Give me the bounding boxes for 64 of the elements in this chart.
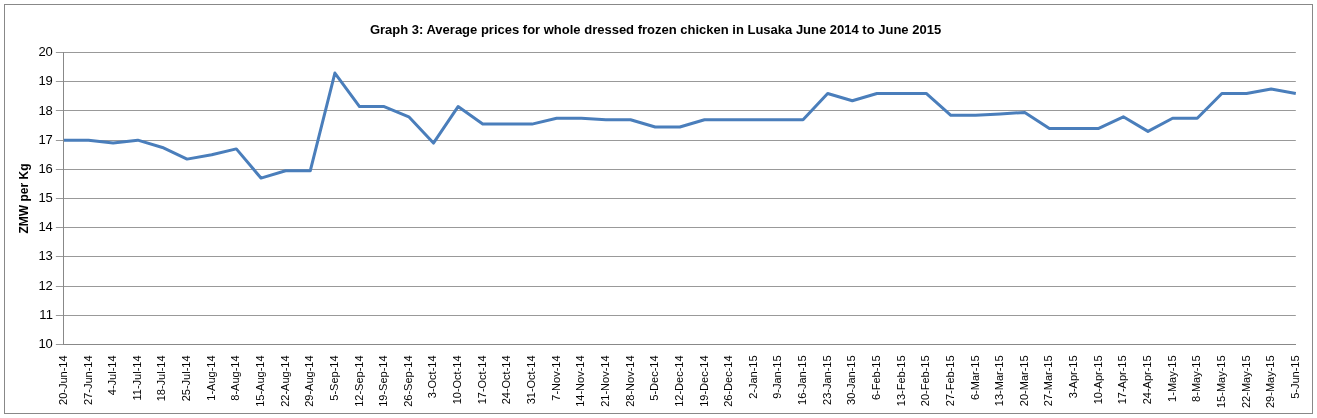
x-tick-label: 20-Feb-15: [919, 355, 932, 407]
x-tick-label: 30-Jan-15: [845, 355, 858, 405]
x-tick-label: 13-Feb-15: [894, 355, 907, 407]
x-tick-label: 26-Dec-14: [722, 355, 735, 407]
x-tick-label: 17-Apr-15: [1116, 355, 1129, 405]
x-tick-label: 19-Dec-14: [697, 355, 710, 407]
x-tick-label: 20-Mar-15: [1017, 355, 1030, 407]
x-tick-label: 27-Jun-14: [81, 355, 94, 405]
y-tick-label: 16: [38, 160, 53, 176]
x-tick-label: 26-Sep-14: [401, 355, 414, 407]
x-tick-label: 31-Oct-14: [525, 355, 538, 405]
x-tick-label: 3-Apr-15: [1067, 355, 1080, 399]
x-tick-label: 22-May-15: [1239, 355, 1252, 408]
x-tick-label: 9-Jan-15: [771, 355, 784, 399]
x-tick-label: 3-Oct-14: [426, 355, 439, 399]
x-tick-label: 25-Jul-14: [180, 355, 193, 402]
y-tick-label: 14: [38, 219, 53, 235]
x-tick-label: 15-Aug-14: [254, 355, 266, 407]
y-tick-label: 15: [38, 190, 53, 206]
x-tick-label: 4-Jul-14: [106, 355, 119, 396]
x-tick-label: 15-May-15: [1214, 355, 1227, 408]
x-tick-label: 2-Jan-15: [746, 355, 759, 399]
x-tick-label: 7-Nov-14: [549, 355, 562, 401]
x-tick-label: 23-Jan-15: [820, 355, 833, 405]
x-tick-label: 29-Aug-14: [303, 355, 316, 407]
x-tick-label: 6-Mar-15: [968, 355, 981, 401]
y-tick-label: 17: [38, 131, 53, 147]
x-tick-label: 11-Jul-14: [130, 355, 143, 401]
x-tick-label: 18-Jul-14: [155, 355, 168, 402]
x-tick-label: 21-Nov-14: [598, 355, 611, 407]
y-tick-label: 10: [38, 336, 53, 351]
x-tick-label: 1-Aug-14: [204, 355, 217, 401]
x-tick-label: 1-May-15: [1165, 355, 1178, 402]
y-tick-label: 11: [39, 306, 53, 322]
x-tick-label: 14-Nov-14: [574, 355, 587, 407]
x-tick-label: 12-Dec-14: [672, 355, 685, 407]
x-tick-label: 8-May-15: [1190, 355, 1203, 402]
y-tick-label: 12: [38, 277, 53, 293]
x-tick-label: 8-Aug-14: [229, 355, 242, 401]
x-tick-label: 5-Jun-15: [1288, 355, 1301, 399]
x-tick-label: 6-Feb-15: [869, 355, 882, 401]
x-tick-label: 22-Aug-14: [278, 355, 291, 407]
x-tick-label: 12-Sep-14: [352, 355, 365, 407]
x-tick-label: 13-Mar-15: [993, 355, 1006, 407]
x-tick-label: 5-Dec-14: [648, 355, 661, 401]
y-tick-label: 13: [38, 248, 53, 264]
x-tick-label: 17-Oct-14: [475, 355, 488, 405]
x-tick-label: 20-Jun-14: [56, 355, 69, 405]
x-tick-label: 24-Apr-15: [1141, 355, 1153, 405]
y-tick-label: 18: [38, 102, 53, 118]
x-tick-label: 27-Feb-15: [943, 355, 956, 407]
x-tick-label: 28-Nov-14: [623, 355, 636, 407]
x-tick-label: 27-Mar-15: [1042, 355, 1055, 407]
x-tick-label: 10-Oct-14: [451, 355, 464, 405]
x-tick-label: 19-Sep-14: [377, 355, 390, 407]
chart-title: Graph 3: Average prices for whole dressed frozen chicken in Lusaka June 2014 to June 2015: [369, 22, 942, 38]
x-tick-label: 10-Apr-15: [1091, 355, 1104, 405]
y-tick-label: 19: [38, 73, 53, 89]
x-tick-label: 5-Sep-14: [327, 355, 340, 401]
x-tick-label: 16-Jan-15: [796, 355, 809, 405]
x-tick-label: 29-May-15: [1264, 355, 1277, 408]
y-axis-title: ZMW per Kg: [16, 163, 31, 234]
y-tick-label: 20: [38, 44, 53, 60]
x-tick-label: 24-Oct-14: [500, 355, 513, 405]
